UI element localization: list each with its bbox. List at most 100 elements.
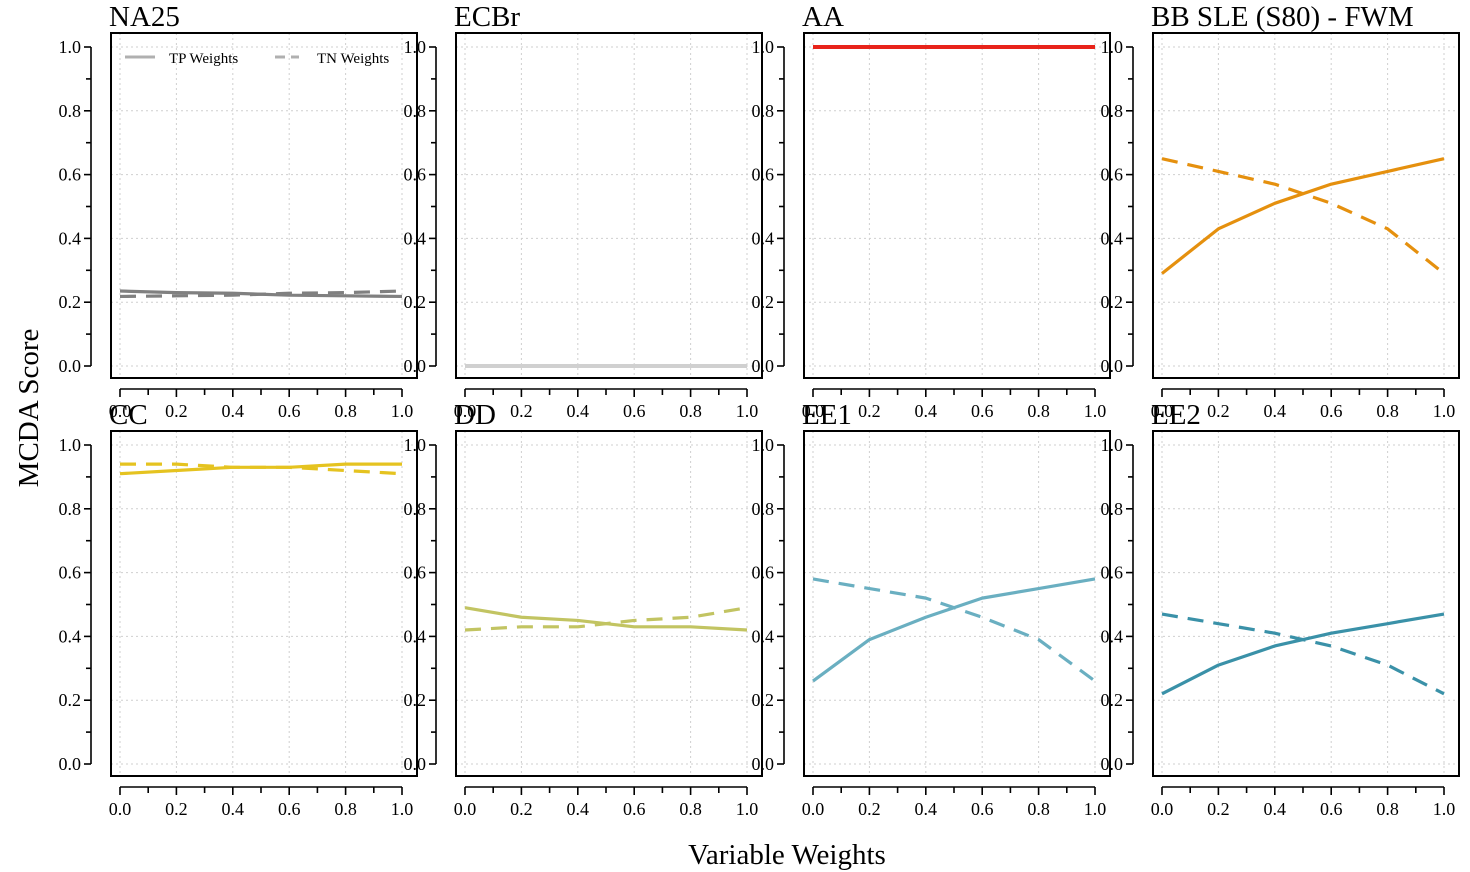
y-tick-label: 0.8 bbox=[59, 499, 82, 519]
series-line-tp bbox=[464, 606, 748, 632]
panel-frame bbox=[803, 32, 1111, 379]
y-tick-label: 0.4 bbox=[59, 626, 82, 646]
x-tick-label: 0.2 bbox=[165, 799, 188, 819]
series-line-tn bbox=[119, 289, 403, 299]
x-tick-label: 0.4 bbox=[567, 401, 590, 421]
x-tick-label: 0.4 bbox=[222, 799, 245, 819]
y-tick-label: 0.0 bbox=[752, 356, 775, 376]
panel-title: NA25 bbox=[109, 1, 180, 33]
y-tick-label: 0.6 bbox=[752, 165, 775, 185]
x-axis-title: Variable Weights bbox=[688, 839, 886, 871]
x-tick-label: 0.6 bbox=[1320, 799, 1343, 819]
y-tick-label: 0.2 bbox=[752, 292, 775, 312]
panel-title: DD bbox=[454, 399, 496, 431]
panel-frame bbox=[1152, 430, 1460, 777]
x-tick-label: 0.4 bbox=[567, 799, 590, 819]
x-tick-label: 0.8 bbox=[1376, 799, 1399, 819]
x-tick-label: 0.2 bbox=[510, 799, 533, 819]
y-tick-label: 0.8 bbox=[59, 101, 82, 121]
x-tick-label: 0.2 bbox=[858, 401, 881, 421]
panel-title: CC bbox=[109, 399, 148, 431]
panel-1: NA25 0.0 0.2 0.4 0.6 0.8 1.0 0.0 0.2 0.4 0.6 0.8 1.0 bbox=[59, 1, 418, 421]
y-tick-label: 0.2 bbox=[404, 292, 427, 312]
y-tick-label: 1.0 bbox=[1101, 435, 1124, 455]
legend-label-tn: TN Weights bbox=[317, 51, 389, 67]
panels: NA25 0.0 0.2 0.4 0.6 0.8 1.0 0.0 0.2 0.4 0.6 0.8 1.0… bbox=[59, 1, 1460, 819]
x-tick-label: 0.6 bbox=[971, 401, 994, 421]
panel-2: ECBr 0.0 0.2 0.4 0.6 0.8 1.0 0.0 0.2 0.4 0.6 0.8 1.0 bbox=[404, 1, 763, 421]
y-tick-label: 1.0 bbox=[404, 37, 427, 57]
series-line-tn bbox=[464, 606, 748, 632]
x-tick-label: 0.0 bbox=[1151, 799, 1174, 819]
y-tick-label: 0.0 bbox=[752, 754, 775, 774]
x-tick-label: 0.4 bbox=[915, 799, 938, 819]
x-tick-label: 0.0 bbox=[109, 799, 132, 819]
panel-4: BB SLE (S80) - FWM 0.0 0.2 0.4 0.6 0.8 1.0 0.0 0… bbox=[1101, 1, 1460, 421]
y-tick-label: 1.0 bbox=[752, 37, 775, 57]
y-tick-label: 1.0 bbox=[404, 435, 427, 455]
y-tick-label: 0.0 bbox=[59, 356, 82, 376]
x-tick-label: 0.6 bbox=[1320, 401, 1343, 421]
panel-title: EE2 bbox=[1151, 399, 1201, 431]
y-tick-label: 0.4 bbox=[59, 228, 82, 248]
series-line-tp bbox=[1161, 612, 1445, 696]
x-tick-label: 1.0 bbox=[736, 799, 759, 819]
panel-frame bbox=[110, 32, 418, 379]
y-tick-label: 0.6 bbox=[1101, 165, 1124, 185]
legend-label-tp: TP Weights bbox=[169, 51, 238, 67]
panel-frame bbox=[455, 430, 763, 777]
x-tick-label: 0.8 bbox=[334, 799, 357, 819]
panel-3: AA 0.0 0.2 0.4 0.6 0.8 1.0 0.0 0.2 0.4 0.6 0.8 1.0 bbox=[752, 1, 1111, 421]
y-tick-label: 0.2 bbox=[752, 690, 775, 710]
y-tick-label: 0.2 bbox=[59, 292, 82, 312]
y-tick-label: 0.6 bbox=[59, 563, 82, 583]
y-tick-label: 0.4 bbox=[752, 626, 775, 646]
x-tick-label: 0.6 bbox=[623, 401, 646, 421]
x-tick-label: 0.8 bbox=[1027, 799, 1050, 819]
panel-6: DD0.00.20.40.60.81.00.0 0.2 0.4 0.6 0.8 1.0 bbox=[404, 399, 763, 819]
x-tick-label: 0.2 bbox=[510, 401, 533, 421]
x-tick-label: 1.0 bbox=[1084, 401, 1107, 421]
panel-title: BB SLE (S80) - FWM bbox=[1151, 1, 1414, 33]
y-tick-label: 1.0 bbox=[59, 37, 82, 57]
y-tick-label: 0.2 bbox=[1101, 690, 1124, 710]
y-tick-label: 0.8 bbox=[1101, 101, 1124, 121]
x-tick-label: 0.4 bbox=[222, 401, 245, 421]
y-tick-label: 1.0 bbox=[1101, 37, 1124, 57]
x-tick-label: 0.0 bbox=[454, 401, 477, 421]
y-tick-label: 0.6 bbox=[752, 563, 775, 583]
x-tick-label: 0.0 bbox=[109, 401, 132, 421]
y-tick-label: 1.0 bbox=[752, 435, 775, 455]
y-tick-label: 0.0 bbox=[404, 356, 427, 376]
panel-frame bbox=[803, 430, 1111, 777]
x-tick-label: 1.0 bbox=[391, 799, 414, 819]
y-tick-label: 0.8 bbox=[1101, 499, 1124, 519]
panel-frame bbox=[1152, 32, 1460, 379]
x-tick-label: 0.0 bbox=[802, 401, 825, 421]
y-tick-label: 0.0 bbox=[1101, 754, 1124, 774]
x-tick-label: 1.0 bbox=[1084, 799, 1107, 819]
x-tick-label: 0.6 bbox=[278, 401, 301, 421]
x-tick-label: 0.4 bbox=[1264, 799, 1287, 819]
y-tick-label: 0.2 bbox=[59, 690, 82, 710]
x-tick-label: 0.2 bbox=[858, 799, 881, 819]
x-tick-label: 0.8 bbox=[334, 401, 357, 421]
y-tick-label: 0.8 bbox=[404, 499, 427, 519]
series-line-tn bbox=[812, 577, 1096, 683]
y-tick-label: 0.2 bbox=[404, 690, 427, 710]
x-tick-label: 1.0 bbox=[1433, 401, 1456, 421]
series-line-tp bbox=[1161, 157, 1445, 275]
y-tick-label: 0.6 bbox=[404, 165, 427, 185]
x-tick-label: 0.8 bbox=[679, 401, 702, 421]
y-tick-label: 0.8 bbox=[752, 499, 775, 519]
y-tick-label: 0.8 bbox=[404, 101, 427, 121]
y-tick-label: 0.4 bbox=[404, 228, 427, 248]
y-tick-label: 0.4 bbox=[1101, 228, 1124, 248]
panel-title: AA bbox=[802, 1, 844, 33]
panel-frame bbox=[455, 32, 763, 379]
y-tick-label: 0.6 bbox=[59, 165, 82, 185]
x-tick-label: 0.4 bbox=[1264, 401, 1287, 421]
y-tick-label: 0.0 bbox=[1101, 356, 1124, 376]
y-tick-label: 0.0 bbox=[59, 754, 82, 774]
